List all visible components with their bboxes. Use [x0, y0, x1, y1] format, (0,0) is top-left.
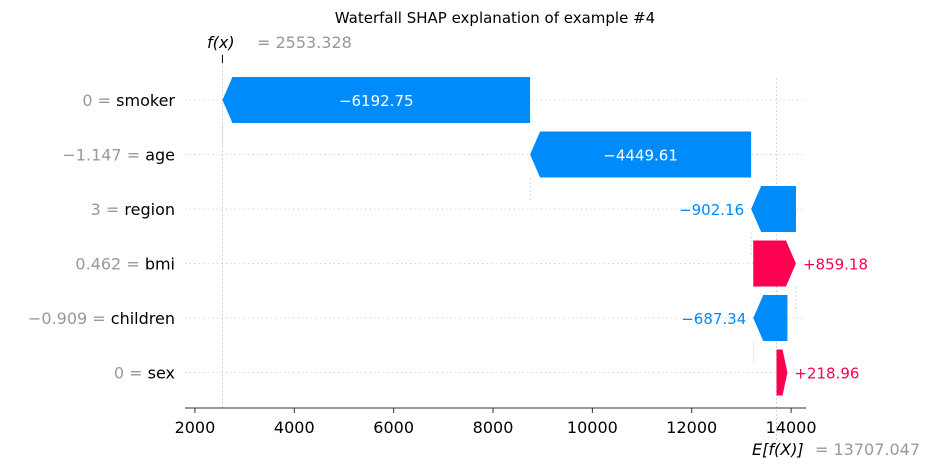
bar-value-label-children: −687.34 — [681, 310, 746, 328]
feature-equals: = — [122, 146, 146, 165]
feature-value-region: 3 — [91, 200, 101, 219]
feature-labels: 0 = smoker −1.147 = age 3 = region 0.462 = … — [28, 91, 175, 383]
bar-age — [530, 131, 752, 178]
bar-value-label-smoker: −6192.75 — [339, 92, 414, 110]
ex-label: E[f(X)] — [752, 440, 804, 459]
feature-name-children: children — [111, 309, 175, 328]
bar-bmi — [753, 240, 796, 287]
feature-name-region: region — [124, 200, 175, 219]
feature-value-children: −0.909 — [28, 309, 87, 328]
chart-title: Waterfall SHAP explanation of example #4 — [335, 9, 655, 27]
feature-value-bmi: 0.462 — [75, 255, 121, 274]
feature-name-sex: sex — [148, 364, 175, 383]
x-axis: 2000 4000 6000 8000 10000 12000 14000 — [175, 407, 817, 437]
feature-label: 3 = region — [91, 200, 175, 219]
x-tick-label: 8000 — [473, 418, 514, 437]
x-tick-label: 2000 — [175, 418, 216, 437]
feature-equals: = — [124, 364, 148, 383]
grid-lines — [185, 99, 806, 373]
feature-value-sex: 0 — [114, 364, 124, 383]
x-tick-label: 14000 — [766, 418, 817, 437]
feature-label: −0.909 = children — [28, 309, 175, 328]
bar-region — [751, 186, 796, 232]
feature-label: 0 = smoker — [82, 91, 175, 110]
bar-value-label-sex: +218.96 — [794, 365, 859, 383]
ex-annotation: E[f(X)] = 13707.047 — [752, 440, 920, 459]
bar-value-label-age: −4449.61 — [603, 147, 678, 165]
feature-value-smoker: 0 — [82, 91, 92, 110]
bar-smoker — [222, 77, 531, 123]
fx-annotation: f(x) = 2553.328 — [207, 33, 352, 52]
bar-sex — [776, 349, 788, 396]
feature-equals: = — [93, 91, 117, 110]
feature-label: 0 = sex — [114, 364, 175, 383]
x-tick-label: 12000 — [666, 418, 717, 437]
fx-label: f(x) — [207, 33, 235, 52]
feature-equals: = — [121, 255, 145, 274]
feature-name-bmi: bmi — [145, 255, 175, 274]
bar-children — [753, 295, 788, 341]
x-tick-label: 10000 — [567, 418, 618, 437]
feature-label: −1.147 = age — [62, 146, 175, 165]
feature-name-age: age — [145, 146, 175, 165]
feature-equals: = — [87, 309, 111, 328]
bar-value-label-region: −902.16 — [679, 201, 744, 219]
fx-value: = 2553.328 — [257, 33, 352, 52]
feature-label: 0.462 = bmi — [75, 255, 175, 274]
bar-value-label-bmi: +859.18 — [803, 256, 868, 274]
bars: −6192.75 −4449.61 −902.16 +859.18 −687.34 +21… — [222, 77, 868, 396]
feature-value-age: −1.147 — [62, 146, 121, 165]
feature-equals: = — [101, 200, 125, 219]
ex-value: = 13707.047 — [815, 440, 920, 459]
feature-name-smoker: smoker — [116, 91, 175, 110]
x-tick-label: 6000 — [373, 418, 414, 437]
x-tick-label: 4000 — [274, 418, 315, 437]
